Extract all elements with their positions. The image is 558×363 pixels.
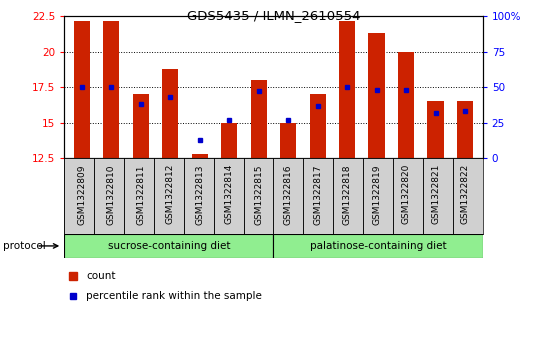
Text: GSM1322820: GSM1322820 (402, 164, 411, 224)
Bar (363, 158, 393, 234)
Bar (453, 158, 483, 234)
Bar (124, 158, 154, 234)
Bar (154, 158, 184, 234)
Bar (243, 158, 273, 234)
Bar (94, 158, 124, 234)
Text: GSM1322815: GSM1322815 (254, 164, 263, 224)
Text: percentile rank within the sample: percentile rank within the sample (86, 291, 262, 301)
Bar (64, 158, 94, 234)
Text: GDS5435 / ILMN_2610554: GDS5435 / ILMN_2610554 (187, 9, 360, 22)
Text: GSM1322814: GSM1322814 (225, 164, 234, 224)
Bar (64, 234, 273, 258)
Bar (393, 158, 423, 234)
Bar (214, 158, 243, 234)
Bar (398, 52, 414, 158)
Text: palatinose-containing diet: palatinose-containing diet (310, 241, 446, 251)
Bar (273, 158, 304, 234)
Text: GSM1322813: GSM1322813 (195, 164, 204, 224)
Text: GSM1322816: GSM1322816 (283, 164, 292, 224)
Bar (251, 80, 267, 158)
Text: protocol: protocol (3, 241, 46, 251)
Bar (162, 69, 179, 158)
Text: GSM1322817: GSM1322817 (313, 164, 322, 224)
Bar (191, 154, 208, 158)
Bar (423, 158, 453, 234)
Text: GSM1322819: GSM1322819 (372, 164, 381, 224)
Text: GSM1322822: GSM1322822 (460, 164, 469, 224)
Bar (310, 94, 326, 158)
Bar (103, 21, 119, 158)
Bar (221, 122, 237, 158)
Text: GSM1322818: GSM1322818 (343, 164, 352, 224)
Text: GSM1322809: GSM1322809 (78, 164, 86, 224)
Bar (339, 21, 355, 158)
Text: GSM1322810: GSM1322810 (107, 164, 116, 224)
Bar (304, 158, 333, 234)
Text: GSM1322821: GSM1322821 (431, 164, 440, 224)
Bar (280, 122, 296, 158)
Text: GSM1322812: GSM1322812 (166, 164, 175, 224)
Bar (273, 234, 483, 258)
Bar (457, 101, 473, 158)
Bar (427, 101, 444, 158)
Bar (74, 21, 90, 158)
Bar (133, 94, 149, 158)
Text: sucrose-containing diet: sucrose-containing diet (108, 241, 230, 251)
Bar (184, 158, 214, 234)
Bar (333, 158, 363, 234)
Text: GSM1322811: GSM1322811 (136, 164, 145, 224)
Bar (368, 33, 384, 158)
Text: count: count (86, 271, 116, 281)
